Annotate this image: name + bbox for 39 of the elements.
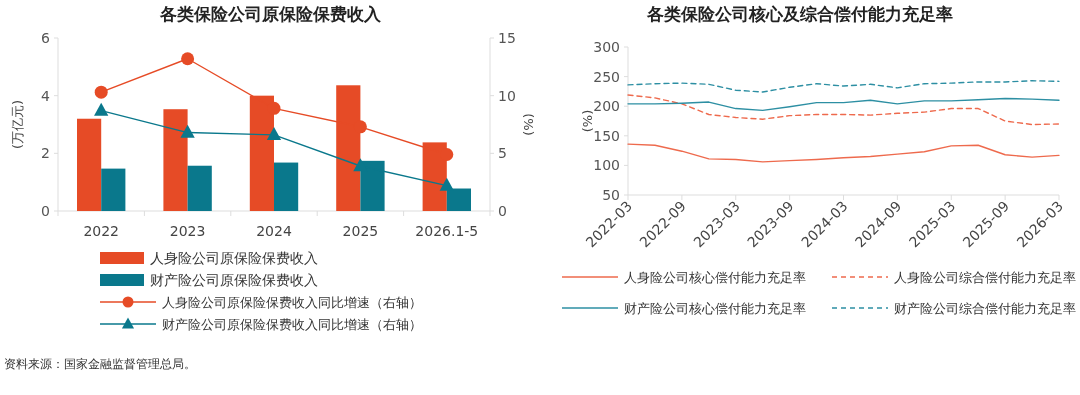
text: 资料来源：国家金融监督管理总局。 <box>4 357 196 371</box>
x-tick-label: 2023 <box>169 223 206 239</box>
y-tick-label: 250 <box>593 68 620 85</box>
point <box>266 127 282 141</box>
legend-label: 财产险公司核心偿付能力充足率 <box>624 301 806 316</box>
y-tick-label: 200 <box>593 98 620 115</box>
y-tick-label: 50 <box>602 187 620 203</box>
y-axis-title: (万亿元) <box>10 99 25 150</box>
x-tick-label: 2026.1-5 <box>415 223 479 239</box>
point <box>181 52 195 66</box>
point <box>94 102 109 116</box>
y-tick-label: 4 <box>41 87 51 104</box>
point <box>180 124 195 138</box>
x-tick-label: 2024 <box>256 223 292 239</box>
y-tick-label: 0 <box>41 203 50 219</box>
y-tick-label: 100 <box>593 157 620 174</box>
y-tick-label: 6 <box>41 30 51 46</box>
y2-tick-label: 15 <box>498 30 516 46</box>
legend-label: 人身险公司原保险保费收入 <box>150 250 318 266</box>
y-tick-label: 150 <box>593 127 620 144</box>
y2-tick-label: 5 <box>498 145 507 162</box>
y-tick-label: 300 <box>593 39 620 55</box>
legend-label: 人身险公司原保险保费收入同比增速（右轴） <box>162 295 422 310</box>
point <box>439 177 454 191</box>
y2-tick-label: 0 <box>498 203 507 219</box>
point <box>94 85 108 99</box>
y2-tick-label: 10 <box>498 87 516 104</box>
legend-label: 财产险公司综合偿付能力充足率 <box>894 301 1076 316</box>
y-tick-label: 2 <box>41 145 50 162</box>
legend-label: 财产险公司原保险保费收入 <box>150 272 318 288</box>
legend-label: 人身险公司核心偿付能力充足率 <box>624 270 806 285</box>
chart-title: 各类保险公司原保险保费收入 <box>158 4 382 24</box>
y-axis-title: (%) <box>580 109 595 133</box>
y2-axis-title: (%) <box>521 113 536 136</box>
legend-label: 财产险公司原保险保费收入同比增速（右轴） <box>162 317 422 332</box>
legend-label: 人身险公司综合偿付能力充足率 <box>894 270 1076 285</box>
chart-title: 各类保险公司核心及综合偿付能力充足率 <box>646 4 953 24</box>
x-tick-label: 2022 <box>83 223 120 239</box>
x-tick-label: 2025 <box>342 223 379 239</box>
